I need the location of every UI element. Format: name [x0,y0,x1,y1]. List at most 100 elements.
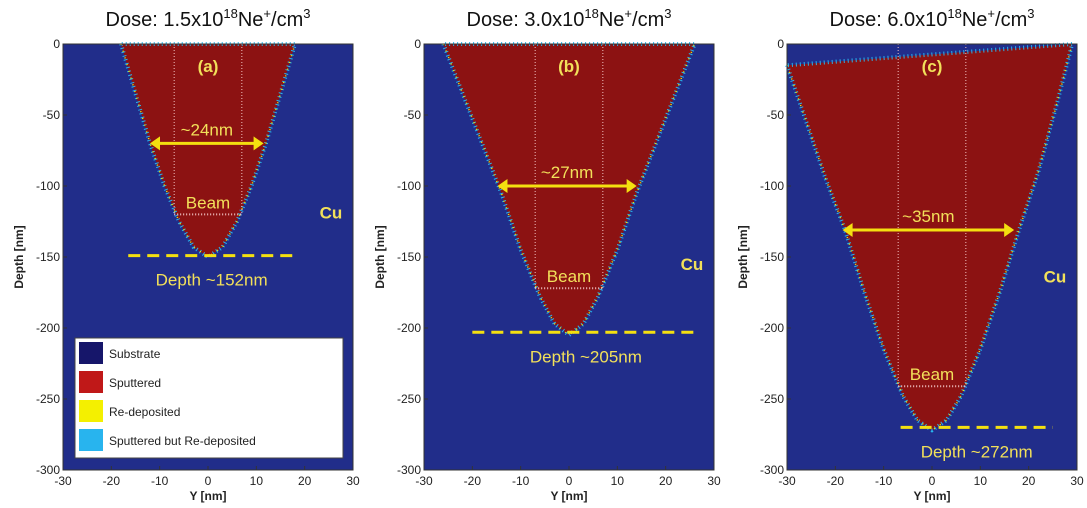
y-tick-label: 0 [53,37,60,51]
panel-label: (c) [922,57,943,76]
y-tick-label: 0 [777,37,784,51]
y-tick-label: 0 [414,37,421,51]
title-part: Ne [238,9,264,31]
legend-label: Substrate [109,347,161,361]
y-tick-label: -300 [36,463,60,477]
arrow-head [842,223,853,238]
x-tick-label: 0 [205,474,212,488]
material-label: Cu [320,204,343,223]
legend-swatch [79,429,103,451]
title-part: + [624,6,632,21]
legend-label: Sputtered but Re-deposited [109,434,256,448]
x-tick-label: -30 [778,474,796,488]
legend-swatch [79,400,103,422]
beam-label: Beam [186,193,230,212]
x-tick-label: 30 [1070,474,1084,488]
y-tick-label: -100 [397,179,421,193]
depth-label: Depth ~205nm [530,347,642,366]
y-tick-label: -250 [760,392,784,406]
title-part: /cm [632,9,664,31]
arrow-head [253,136,264,151]
x-tick-label: -20 [103,474,121,488]
title-part: /cm [995,9,1027,31]
x-tick-label: 10 [250,474,264,488]
x-axis-label: Y [nm] [189,489,226,503]
chart-title: Dose: 6.0x1018Ne+/cm3 [830,6,1035,31]
chart-title: Dose: 3.0x1018Ne+/cm3 [467,6,672,31]
panel-label: (a) [198,57,219,76]
material-label: Cu [1044,268,1067,287]
y-tick-label: -250 [397,392,421,406]
x-axis-label: Y [nm] [913,489,950,503]
x-tick-label: 0 [566,474,573,488]
title-part: Dose: 1.5x10 [106,9,224,31]
title-part: Ne [962,9,988,31]
x-tick-label: 10 [611,474,625,488]
y-tick-label: -250 [36,392,60,406]
title-part: Dose: 3.0x10 [467,9,585,31]
x-tick-label: 0 [929,474,936,488]
legend-swatch [79,371,103,393]
arrow-head [1004,223,1015,238]
title-part: 18 [947,6,961,21]
y-tick-label: -100 [760,179,784,193]
y-tick-label: -200 [36,321,60,335]
legend-label: Sputtered [109,376,161,390]
title-part: 18 [223,6,237,21]
y-axis-label: Depth [nm] [736,225,750,288]
width-label: ~27nm [541,163,593,182]
y-tick-label: -200 [397,321,421,335]
title-part: Dose: 6.0x10 [830,9,948,31]
legend-swatch [79,342,103,364]
y-axis-label: Depth [nm] [373,225,387,288]
chart-title: Dose: 1.5x1018Ne+/cm3 [106,6,311,31]
title-part: 18 [584,6,598,21]
title-part: /cm [271,9,303,31]
y-tick-label: -150 [36,250,60,264]
title-part: + [263,6,271,21]
legend-box [74,337,344,459]
x-tick-label: -10 [151,474,169,488]
width-label: ~35nm [902,207,954,226]
y-tick-label: -300 [397,463,421,477]
arrow-head [497,179,508,193]
y-tick-label: -50 [404,108,422,122]
x-tick-label: -20 [827,474,845,488]
panel-label: (b) [558,57,580,76]
depth-label: Depth ~272nm [921,442,1033,461]
x-tick-label: -10 [875,474,893,488]
x-tick-label: 30 [346,474,360,488]
y-tick-label: -150 [760,250,784,264]
beam-label: Beam [547,267,591,286]
beam-label: Beam [910,365,954,384]
title-part: Ne [599,9,625,31]
x-tick-label: 30 [707,474,721,488]
y-axis-label: Depth [nm] [12,225,26,288]
x-axis-label: Y [nm] [550,489,587,503]
x-tick-label: 10 [974,474,988,488]
arrow-head [150,136,160,151]
depth-label: Depth ~152nm [156,271,268,290]
title-part: + [987,6,995,21]
x-tick-label: 20 [298,474,312,488]
title-part: 3 [1027,6,1034,21]
y-tick-label: -200 [760,321,784,335]
y-tick-label: -150 [397,250,421,264]
y-tick-label: -50 [767,108,785,122]
x-tick-label: -10 [512,474,530,488]
y-tick-label: -100 [36,179,60,193]
title-part: 3 [303,6,310,21]
arrow-head [626,179,637,193]
x-tick-label: 20 [1022,474,1036,488]
legend-label: Re-deposited [109,405,180,419]
y-tick-label: -50 [43,108,61,122]
redeposited-speckle [120,43,296,258]
x-tick-label: -30 [54,474,72,488]
sputtered-region [784,41,1075,433]
material-label: Cu [681,255,704,274]
x-tick-label: -20 [464,474,482,488]
sputtered-region [118,42,298,260]
